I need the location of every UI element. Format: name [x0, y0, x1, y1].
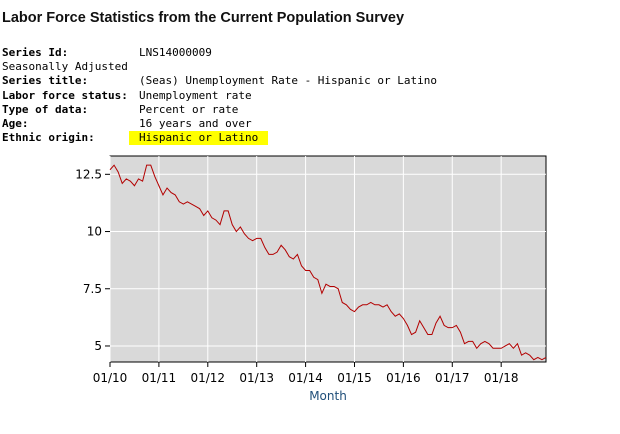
x-tick-label: 01/18	[484, 371, 519, 385]
series-info-value: 16 years and over	[139, 116, 252, 130]
series-info-label: Type of data:	[2, 102, 89, 116]
series-line	[109, 164, 547, 361]
x-tick-label: 01/10	[93, 371, 128, 385]
series-info-value: Unemployment rate	[139, 88, 252, 102]
x-tick-label: 01/16	[386, 371, 421, 385]
series-info-value: Percent or rate	[139, 102, 239, 116]
x-tick-label: 01/15	[337, 371, 372, 385]
x-axis-title: Month	[309, 389, 347, 403]
page-title: Labor Force Statistics from the Current …	[2, 10, 405, 26]
x-tick-label: 01/14	[288, 371, 323, 385]
axis-ticks: 5 7.5 10 12.5 01/10 01/11 01/12 01/13 01/14 01/15…	[75, 167, 518, 385]
series-info-value: LNS14000009	[139, 46, 212, 59]
x-tick-label: 01/12	[190, 371, 225, 385]
series-info-label: Ethnic origin:	[2, 131, 95, 145]
y-tick-label: 12.5	[75, 167, 102, 181]
y-tick-label: 10	[87, 225, 102, 239]
y-tick-label: 7.5	[83, 282, 102, 296]
x-tick-label: 01/17	[435, 371, 470, 385]
series-info-label: Age:	[2, 116, 29, 130]
series-info-label: Labor force status:	[2, 88, 128, 102]
series-info-label: Series title:	[2, 74, 89, 88]
plot-area	[109, 155, 547, 363]
gridlines	[109, 156, 546, 362]
series-info-value: (Seas) Unemployment Rate - Hispanic or L…	[139, 74, 438, 88]
x-tick-label: 01/11	[142, 371, 177, 385]
y-tick-label: 5	[94, 339, 102, 353]
x-tick-label: 01/13	[239, 371, 274, 385]
series-info-value: Hispanic or Latino	[129, 131, 269, 146]
series-info-label: Series Id:	[2, 46, 69, 59]
series-info-label: Seasonally Adjusted	[2, 60, 128, 74]
